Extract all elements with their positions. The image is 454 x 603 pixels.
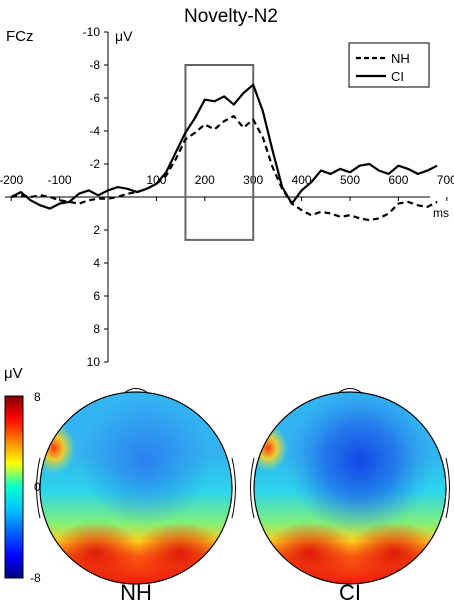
topomap-ci-label: CI <box>339 580 361 603</box>
channel-label: FCz <box>6 28 34 45</box>
topomap-nh-left-ear <box>36 457 41 519</box>
x-tick-label: 600 <box>388 173 408 187</box>
legend-box <box>348 42 430 88</box>
y-tick-label: 2 <box>93 223 100 237</box>
x-tick-label: 400 <box>292 173 312 187</box>
legend-label-nh: NH <box>391 51 410 66</box>
chart-title: Novelty-N2 <box>184 6 278 27</box>
topomap-nh-right-ear <box>231 457 236 519</box>
colorbar-mid-label: 0 <box>34 480 41 494</box>
y-tick-label: 6 <box>93 289 100 303</box>
colorbar-unit-label: μV <box>4 365 23 382</box>
topomap-ci-nose <box>337 388 363 394</box>
topomap-nh-head <box>39 391 233 585</box>
colorbar-max-label: 8 <box>34 390 41 404</box>
y-tick-label: -6 <box>89 91 100 105</box>
series-line-ci <box>10 83 438 210</box>
y-tick-label: -2 <box>89 157 100 171</box>
series-line-nh <box>11 114 438 222</box>
topomap-ci-left-ear <box>250 457 255 519</box>
y-tick-label: 8 <box>93 322 100 336</box>
y-tick-label: -8 <box>89 58 100 72</box>
x-axis-label: ms <box>433 206 449 220</box>
x-tick-label: -100 <box>48 173 72 187</box>
y-tick-label: 4 <box>93 256 100 270</box>
x-tick-label: -200 <box>0 173 24 187</box>
y-tick-label: -10 <box>83 25 101 39</box>
y-tick-label: 10 <box>87 355 101 369</box>
topomap-nh-nose <box>123 388 149 394</box>
legend: NH CI <box>348 42 430 88</box>
topomap-nh: NH <box>36 388 236 603</box>
topomap-ci: CI <box>250 388 450 603</box>
legend-label-ci: CI <box>391 69 404 84</box>
topomap-ci-right-ear <box>445 457 450 519</box>
y-axis-label: μV <box>115 28 133 44</box>
x-tick-label: 200 <box>195 173 215 187</box>
y-tick-label: -4 <box>89 124 100 138</box>
colorbar-min-label: -8 <box>30 571 41 585</box>
x-tick-label: 500 <box>340 173 360 187</box>
topomap-ci-head <box>253 391 447 585</box>
n2-window-box <box>184 64 255 241</box>
colorbar <box>4 395 24 579</box>
x-tick-label: 700 <box>437 173 454 187</box>
topomap-nh-label: NH <box>120 580 152 603</box>
